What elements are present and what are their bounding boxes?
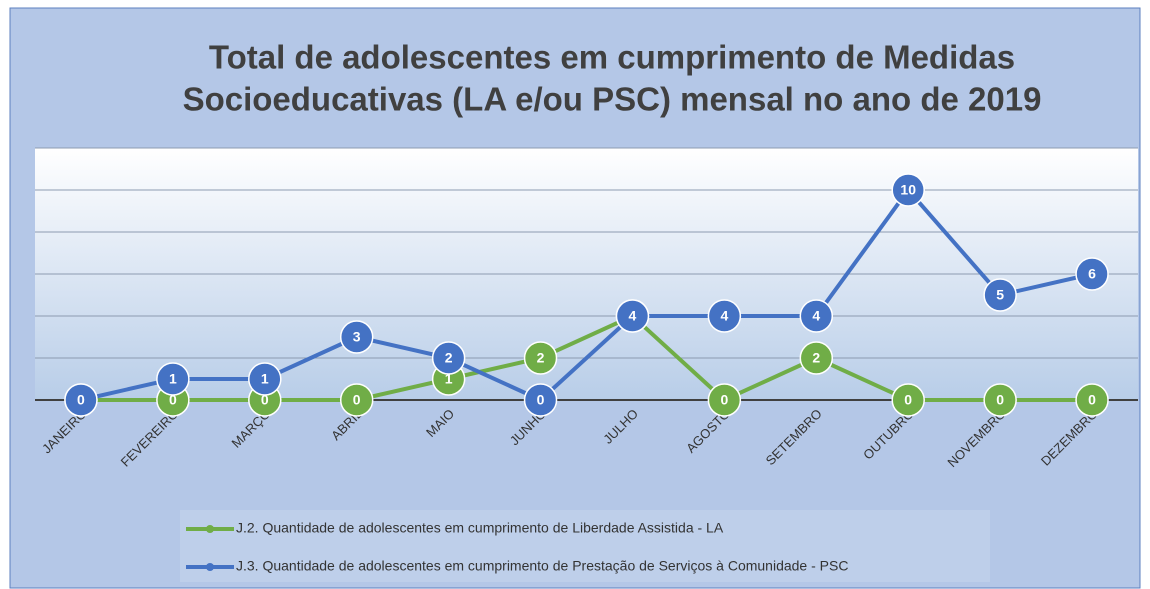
data-point [1075, 383, 1109, 417]
data-label: 2 [537, 350, 545, 366]
data-label: 1 [261, 371, 269, 387]
chart-title: Socioeducativas (LA e/ou PSC) mensal no … [183, 81, 1042, 118]
data-label: 0 [537, 392, 545, 408]
data-point [799, 341, 834, 375]
data-label: 0 [996, 392, 1004, 408]
legend-marker [206, 563, 214, 571]
data-label: 5 [996, 287, 1004, 303]
data-point [891, 383, 925, 417]
legend [180, 510, 990, 582]
data-point [156, 362, 190, 396]
data-label: 4 [720, 308, 728, 324]
data-point [983, 278, 1017, 312]
data-point [983, 383, 1017, 417]
data-label: 0 [904, 392, 912, 408]
data-point [891, 173, 925, 207]
data-label: 0 [720, 392, 728, 408]
data-label: 0 [353, 392, 361, 408]
data-point [339, 320, 374, 354]
legend-marker [206, 525, 214, 533]
data-point [707, 383, 742, 417]
chart-title: Total de adolescentes em cumprimento de … [209, 39, 1015, 76]
data-point [339, 383, 374, 417]
legend-label: J.3. Quantidade de adolescentes em cumpr… [236, 558, 848, 574]
data-label: 6 [1088, 266, 1096, 282]
data-label: 2 [445, 350, 453, 366]
data-label: 2 [812, 350, 820, 366]
data-point [615, 299, 650, 333]
data-point [707, 299, 742, 333]
data-label: 0 [77, 392, 85, 408]
data-label: 0 [261, 392, 269, 408]
data-point [64, 383, 98, 417]
data-label: 0 [1088, 392, 1096, 408]
legend-label: J.2. Quantidade de adolescentes em cumpr… [236, 520, 724, 536]
data-point [523, 341, 558, 375]
data-point [1075, 257, 1109, 291]
data-label: 1 [445, 371, 453, 387]
data-label: 4 [812, 308, 820, 324]
data-label: 0 [169, 392, 177, 408]
data-label: 10 [900, 182, 916, 198]
data-point [248, 362, 282, 396]
data-label: 4 [629, 308, 637, 324]
data-point [523, 383, 558, 417]
data-point [431, 341, 466, 375]
data-label: 3 [353, 329, 361, 345]
data-point [799, 299, 834, 333]
data-label: 1 [169, 371, 177, 387]
